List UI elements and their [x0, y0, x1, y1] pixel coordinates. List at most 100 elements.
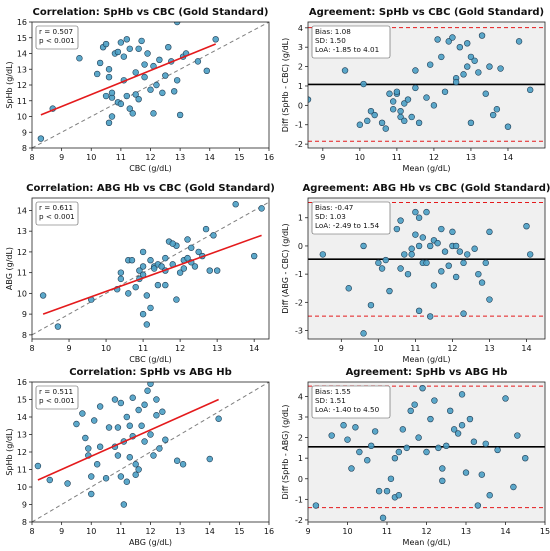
x-tick-label: 11: [410, 344, 420, 353]
data-point: [526, 251, 534, 258]
data-point: [403, 444, 410, 452]
data-point: [458, 422, 466, 429]
data-point: [126, 45, 133, 52]
data-point: [415, 119, 423, 127]
stats-text: Bias: 1.55: [315, 387, 351, 396]
data-point: [117, 399, 125, 407]
data-point: [460, 71, 467, 78]
data-point: [108, 89, 116, 97]
data-point: [147, 382, 154, 387]
data-point: [456, 248, 464, 255]
data-point: [153, 412, 160, 419]
data-point: [482, 259, 489, 267]
data-point: [368, 442, 375, 450]
chart-title: Agreement: SpHb vs ABG Hb: [346, 367, 508, 378]
data-point: [462, 469, 470, 476]
data-point: [486, 228, 493, 236]
data-point: [494, 446, 501, 454]
data-point: [154, 281, 162, 289]
data-point: [203, 67, 210, 75]
x-tick-label: 13: [466, 153, 476, 162]
data-point: [423, 208, 430, 216]
plot-frame: [307, 197, 546, 340]
stats-box: [35, 201, 79, 226]
data-point: [46, 476, 53, 484]
stats-text: p < 0.001: [39, 396, 75, 405]
y-tick-label: 11: [17, 269, 27, 278]
data-point: [415, 434, 422, 441]
data-point: [153, 396, 160, 403]
stats-text: r = 0.611: [39, 203, 73, 212]
chart-title: Correlation: SpHb vs ABG Hb: [69, 367, 232, 378]
data-point: [141, 61, 148, 68]
identity-line: [32, 22, 269, 148]
data-point: [179, 461, 187, 468]
data-point: [401, 100, 408, 107]
data-point: [319, 251, 327, 258]
data-point: [195, 248, 202, 256]
data-point: [132, 69, 139, 76]
chart-panel-3: 8 9 10 11 12 13 14 8 9 10 11 12 13 14 Correlation: ABG…: [5, 183, 275, 364]
data-point: [93, 461, 101, 468]
y-tick-label: 13: [17, 227, 27, 236]
data-point: [412, 84, 419, 92]
data-point: [144, 50, 151, 57]
data-point: [156, 56, 163, 63]
data-point: [489, 111, 497, 119]
data-point: [169, 240, 176, 247]
data-point: [105, 73, 113, 81]
y-tick-label: 10: [17, 289, 27, 298]
plot-data: [32, 201, 269, 336]
data-point: [64, 480, 71, 487]
data-point: [435, 444, 442, 452]
data-point: [96, 443, 104, 450]
data-point: [128, 257, 136, 264]
data-point: [341, 67, 349, 74]
y-axis-label: ABG (g/dL): [5, 247, 14, 290]
data-point: [258, 205, 265, 212]
data-point: [165, 43, 172, 51]
data-point: [515, 38, 523, 45]
x-tick-label: 11: [138, 344, 148, 353]
data-point: [379, 514, 387, 522]
data-point: [395, 448, 403, 456]
data-point: [352, 424, 359, 431]
plot-frame: [307, 21, 546, 149]
x-tick-label: 9: [305, 527, 310, 536]
y-tick-label: -2: [295, 298, 303, 307]
data-point: [434, 36, 441, 43]
x-tick-label: 10: [355, 153, 365, 162]
data-point: [114, 452, 122, 459]
data-point: [367, 301, 375, 309]
data-point: [328, 432, 335, 439]
x-tick-label: 10: [86, 153, 96, 162]
x-tick-label: 14: [503, 153, 513, 162]
data-point: [404, 96, 412, 103]
data-point: [123, 92, 131, 100]
x-tick-label: 12: [145, 527, 155, 536]
data-point: [147, 431, 154, 438]
data-point: [147, 86, 154, 93]
data-point: [504, 123, 512, 130]
stats-text: Bias: 1.08: [315, 27, 351, 36]
data-point: [423, 448, 430, 456]
regression-line: [42, 234, 262, 315]
x-axis-label: ABG (g/dL): [129, 538, 172, 547]
data-point: [514, 432, 521, 439]
data-point: [407, 407, 414, 415]
data-point: [114, 48, 122, 56]
data-point: [34, 462, 42, 470]
y-tick-label: 4: [298, 24, 303, 33]
data-point: [486, 63, 493, 70]
y-tick-label: -2: [295, 140, 303, 149]
data-point: [176, 269, 184, 276]
data-point: [427, 61, 434, 68]
data-point: [367, 107, 375, 115]
data-point: [460, 259, 467, 267]
data-point: [117, 473, 125, 480]
data-point: [382, 125, 389, 132]
data-point: [419, 234, 426, 241]
data-point: [135, 406, 142, 414]
y-tick-label: -1: [295, 495, 303, 504]
